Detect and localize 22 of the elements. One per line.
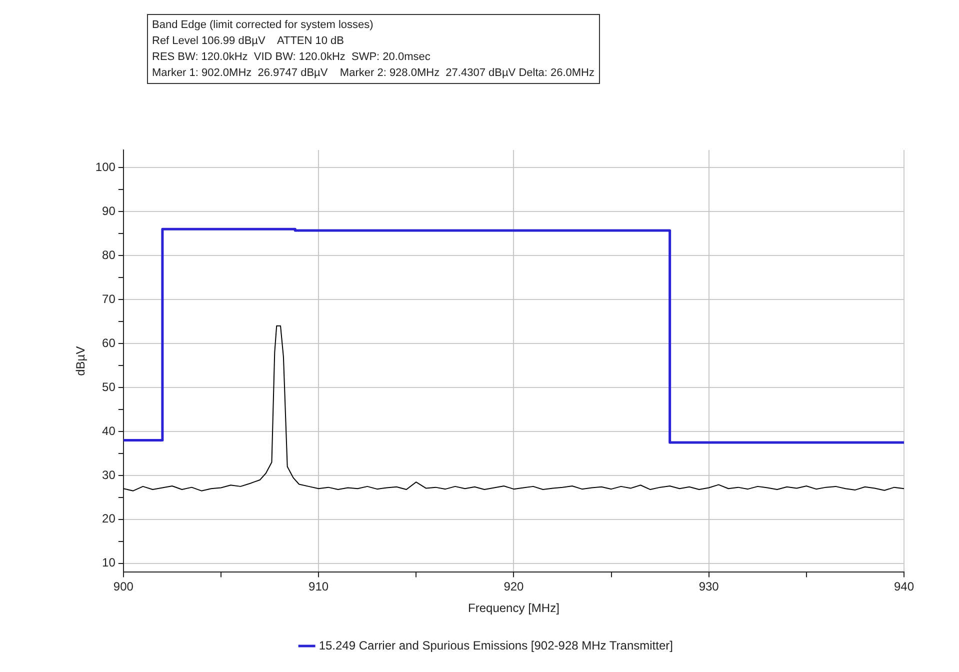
- legend-label: 15.249 Carrier and Spurious Emissions [902-928 MHz Transmitter]: [318, 638, 673, 652]
- y-tick-label: 70: [102, 292, 116, 306]
- y-tick-label: 10: [102, 556, 116, 570]
- y-axis-title: dBµV: [74, 346, 88, 376]
- y-tick-label: 40: [102, 424, 116, 438]
- y-tick-label: 90: [102, 204, 116, 218]
- text: Ref Level 106.99 dBµV ATTEN 10 dB: [152, 34, 346, 49]
- x-tick-label: 900: [113, 580, 134, 594]
- x-axis-title: Frequency [MHz]: [468, 601, 560, 616]
- text: RES BW: 120.0kHz VID BW: 120.0kHz SWP: 20.0msec: [152, 50, 432, 65]
- x-tick-label: 940: [894, 580, 914, 594]
- y-tick-label: 50: [102, 380, 116, 394]
- x-tick-label: 930: [698, 580, 720, 594]
- y-tick-label: 60: [102, 336, 116, 350]
- y-tick-label: 20: [102, 512, 116, 526]
- y-tick-label: 100: [95, 160, 116, 174]
- x-tick-label: 920: [504, 580, 524, 594]
- x-tick-label: 910: [308, 580, 329, 594]
- y-tick-label: 80: [102, 248, 116, 262]
- text: Marker 1: 902.0MHz 26.9747 dBµV Marker 2: 928.0MHz 27.4307 dBµV Delta: 26.0MHz: [152, 66, 594, 81]
- y-tick-label: 30: [102, 468, 116, 482]
- chart-title: Band Edge (limit corrected for system losses): [152, 18, 374, 33]
